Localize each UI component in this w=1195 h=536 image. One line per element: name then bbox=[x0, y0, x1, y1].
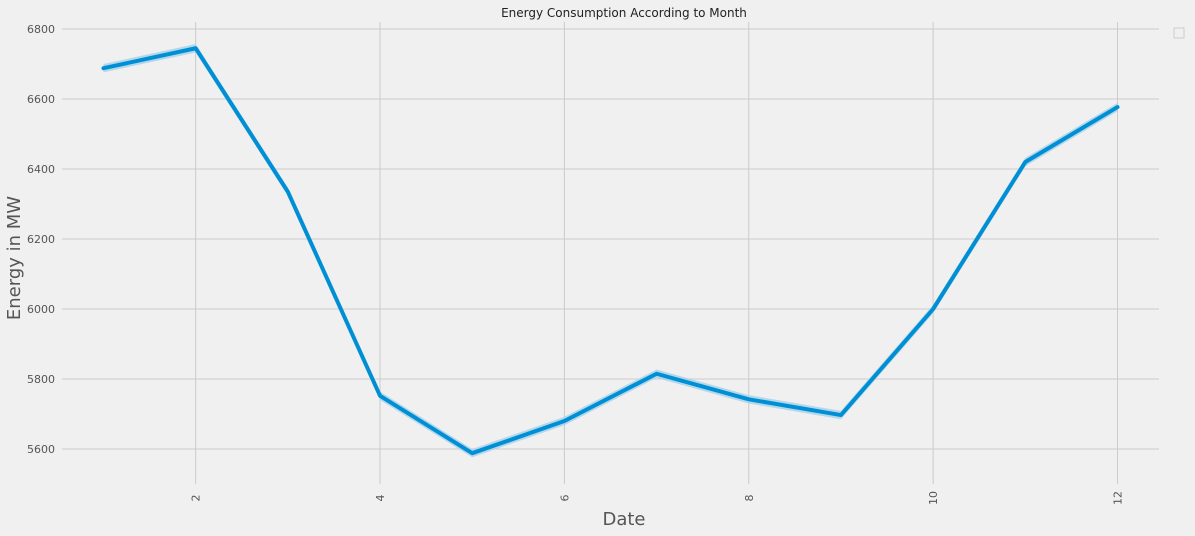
x-tick-labels: 2 4 6 8 10 12 bbox=[190, 491, 1125, 505]
series-line-layer bbox=[101, 46, 1120, 456]
series-line bbox=[101, 46, 1120, 456]
y-tick-label: 6800 bbox=[27, 23, 55, 36]
y-tick-label: 5800 bbox=[27, 373, 55, 386]
y-tick-label: 6400 bbox=[27, 163, 55, 176]
grid bbox=[62, 22, 1159, 484]
x-tick-label: 6 bbox=[558, 495, 571, 502]
y-axis-label: Energy in MW bbox=[4, 196, 25, 320]
y-tick-label: 6200 bbox=[27, 233, 55, 246]
x-tick-label: 12 bbox=[1112, 491, 1125, 505]
x-tick-label: 8 bbox=[743, 495, 756, 502]
y-tick-label: 6000 bbox=[27, 303, 55, 316]
y-tick-label: 6600 bbox=[27, 93, 55, 106]
legend-box bbox=[1173, 27, 1185, 39]
y-tick-labels: 5600 5800 6000 6200 6400 6600 6800 bbox=[27, 23, 55, 456]
x-tick-label: 4 bbox=[374, 495, 387, 502]
x-axis-label: Date bbox=[602, 509, 645, 530]
chart-title: Energy Consumption According to Month bbox=[501, 6, 747, 20]
x-tick-label: 2 bbox=[190, 495, 203, 502]
x-tick-label: 10 bbox=[927, 491, 940, 505]
y-tick-label: 5600 bbox=[27, 443, 55, 456]
